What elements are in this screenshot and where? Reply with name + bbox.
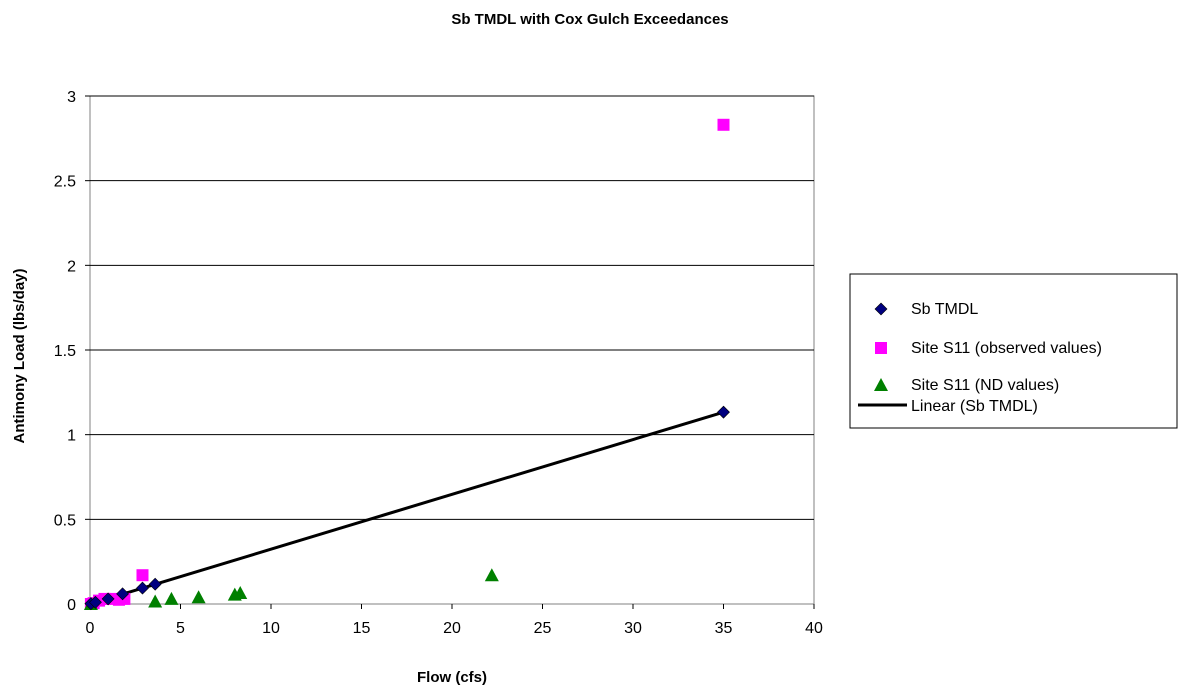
x-tick-label: 15 — [353, 620, 371, 637]
data-point — [717, 405, 730, 419]
x-tick-label: 20 — [443, 620, 461, 637]
y-axis-ticks: 0 0.5 1 1.5 2 2.5 3 — [54, 89, 90, 614]
data-point — [233, 585, 248, 599]
data-point — [484, 568, 499, 582]
y-tick-label: 0 — [67, 597, 76, 614]
legend-box — [849, 273, 1178, 429]
legend-marker — [874, 302, 888, 316]
x-tick-label: 40 — [805, 620, 823, 637]
x-tick-label: 10 — [262, 620, 280, 637]
data-point — [89, 595, 102, 609]
data-point — [136, 569, 149, 582]
data-point — [191, 590, 206, 604]
legend-marker — [874, 378, 888, 391]
data-point — [148, 577, 162, 591]
y-tick-label: 2.5 — [54, 174, 76, 191]
legend-items: Sb TMDL Site S11 (observed values) Site S1… — [858, 301, 1102, 415]
trendline — [89, 410, 724, 606]
y-tick-label: 1.5 — [54, 343, 76, 360]
x-tick-label: 0 — [86, 620, 95, 637]
x-axis-title: Flow (cfs) — [417, 669, 487, 686]
y-axis-title: Antimony Load (lbs/day) — [11, 268, 28, 443]
data-point — [136, 581, 149, 595]
points-layer — [83, 118, 730, 611]
x-tick-label: 25 — [534, 620, 552, 637]
chart-title: Sb TMDL with Cox Gulch Exceedances — [451, 11, 728, 28]
data-point — [164, 591, 179, 605]
x-axis-ticks: 0 5 10 15 20 25 30 35 40 — [86, 604, 823, 637]
data-point — [116, 587, 130, 601]
data-point — [101, 592, 115, 606]
x-tick-label: 30 — [624, 620, 642, 637]
legend-label: Linear (Sb TMDL) — [911, 398, 1038, 415]
gridlines — [90, 95, 814, 520]
legend-label: Site S11 (ND values) — [911, 377, 1059, 394]
x-tick-label: 35 — [715, 620, 733, 637]
legend: Sb TMDL Site S11 (observed values) Site S1… — [849, 273, 1178, 429]
x-tick-label: 5 — [176, 620, 185, 637]
legend-marker — [875, 342, 887, 354]
data-point — [148, 594, 163, 608]
y-tick-label: 0.5 — [54, 512, 76, 529]
data-point — [717, 118, 730, 131]
legend-label: Sb TMDL — [911, 301, 978, 318]
y-tick-label: 1 — [67, 428, 76, 445]
y-tick-label: 3 — [67, 89, 76, 106]
y-tick-label: 2 — [67, 258, 76, 275]
trendline-layer — [89, 410, 724, 606]
legend-label: Site S11 (observed values) — [911, 340, 1102, 357]
